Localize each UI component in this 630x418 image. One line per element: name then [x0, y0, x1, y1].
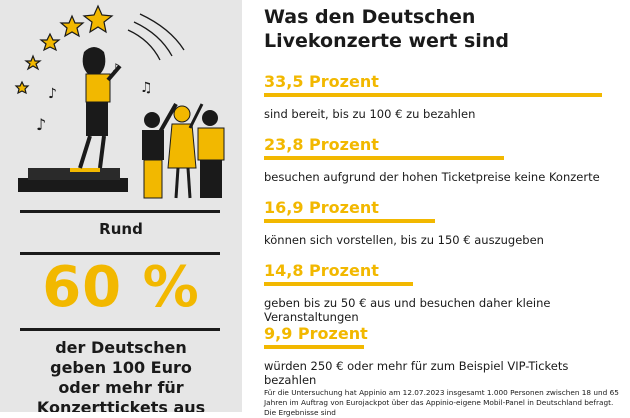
divider-top — [20, 210, 220, 213]
bar-item: 9,9 Prozent würden 250 € oder mehr für zu… — [264, 324, 624, 387]
bar-description: würden 250 € oder mehr für zum Beispiel … — [264, 359, 569, 387]
bar — [264, 219, 435, 223]
stage — [18, 168, 128, 192]
chart-title: Was den Deutschen Livekonzerte wert sind — [264, 6, 509, 52]
footnote: Für die Untersuchung hat Appinio am 12.0… — [264, 388, 619, 417]
divider-middle — [20, 252, 220, 255]
headline-figure: 60 % — [42, 255, 200, 320]
bar-description: sind bereit, bis zu 100 € zu bezahlen — [264, 107, 476, 121]
audience — [142, 103, 225, 199]
sound-waves — [127, 13, 185, 61]
bar — [264, 345, 364, 349]
right-panel: Was den Deutschen Livekonzerte wert sind… — [242, 0, 630, 417]
bar — [264, 156, 504, 160]
bar-value-label: 16,9 Prozent — [264, 198, 379, 217]
bar-item: 14,8 Prozent geben bis zu 50 € aus und be… — [264, 261, 624, 324]
singer — [78, 47, 122, 169]
bar-value-label: 33,5 Prozent — [264, 72, 379, 91]
bar-item: 16,9 Prozent können sich vorstellen, bis … — [264, 198, 624, 247]
left-panel: ♪ ♪ ♫ ♪ — [0, 0, 242, 412]
bar-value-label: 23,8 Prozent — [264, 135, 379, 154]
svg-text:♪: ♪ — [36, 115, 46, 134]
bar-value-label: 9,9 Prozent — [264, 324, 368, 343]
bar — [264, 282, 413, 286]
left-lead-text: Rund — [99, 220, 143, 238]
bar-description: können sich vorstellen, bis zu 150 € aus… — [264, 233, 544, 247]
bar-description: geben bis zu 50 € aus und besuchen daher… — [264, 296, 551, 324]
bar-item: 33,5 Prozent sind bereit, bis zu 100 € zu… — [264, 72, 624, 121]
stars-decoration — [14, 4, 114, 95]
bar-description: besuchen aufgrund der hohen Ticketpreise… — [264, 170, 600, 184]
bar-value-label: 14,8 Prozent — [264, 261, 379, 280]
svg-text:♫: ♫ — [140, 80, 153, 96]
left-statement: der Deutschen geben 100 Euro oder mehr f… — [36, 338, 206, 412]
svg-text:♪: ♪ — [48, 86, 57, 102]
bar-item: 23,8 Prozent besuchen aufgrund der hohen … — [264, 135, 624, 184]
concert-illustration: ♪ ♪ ♫ ♪ — [14, 4, 225, 199]
divider-bottom — [20, 328, 220, 331]
bar — [264, 93, 602, 97]
